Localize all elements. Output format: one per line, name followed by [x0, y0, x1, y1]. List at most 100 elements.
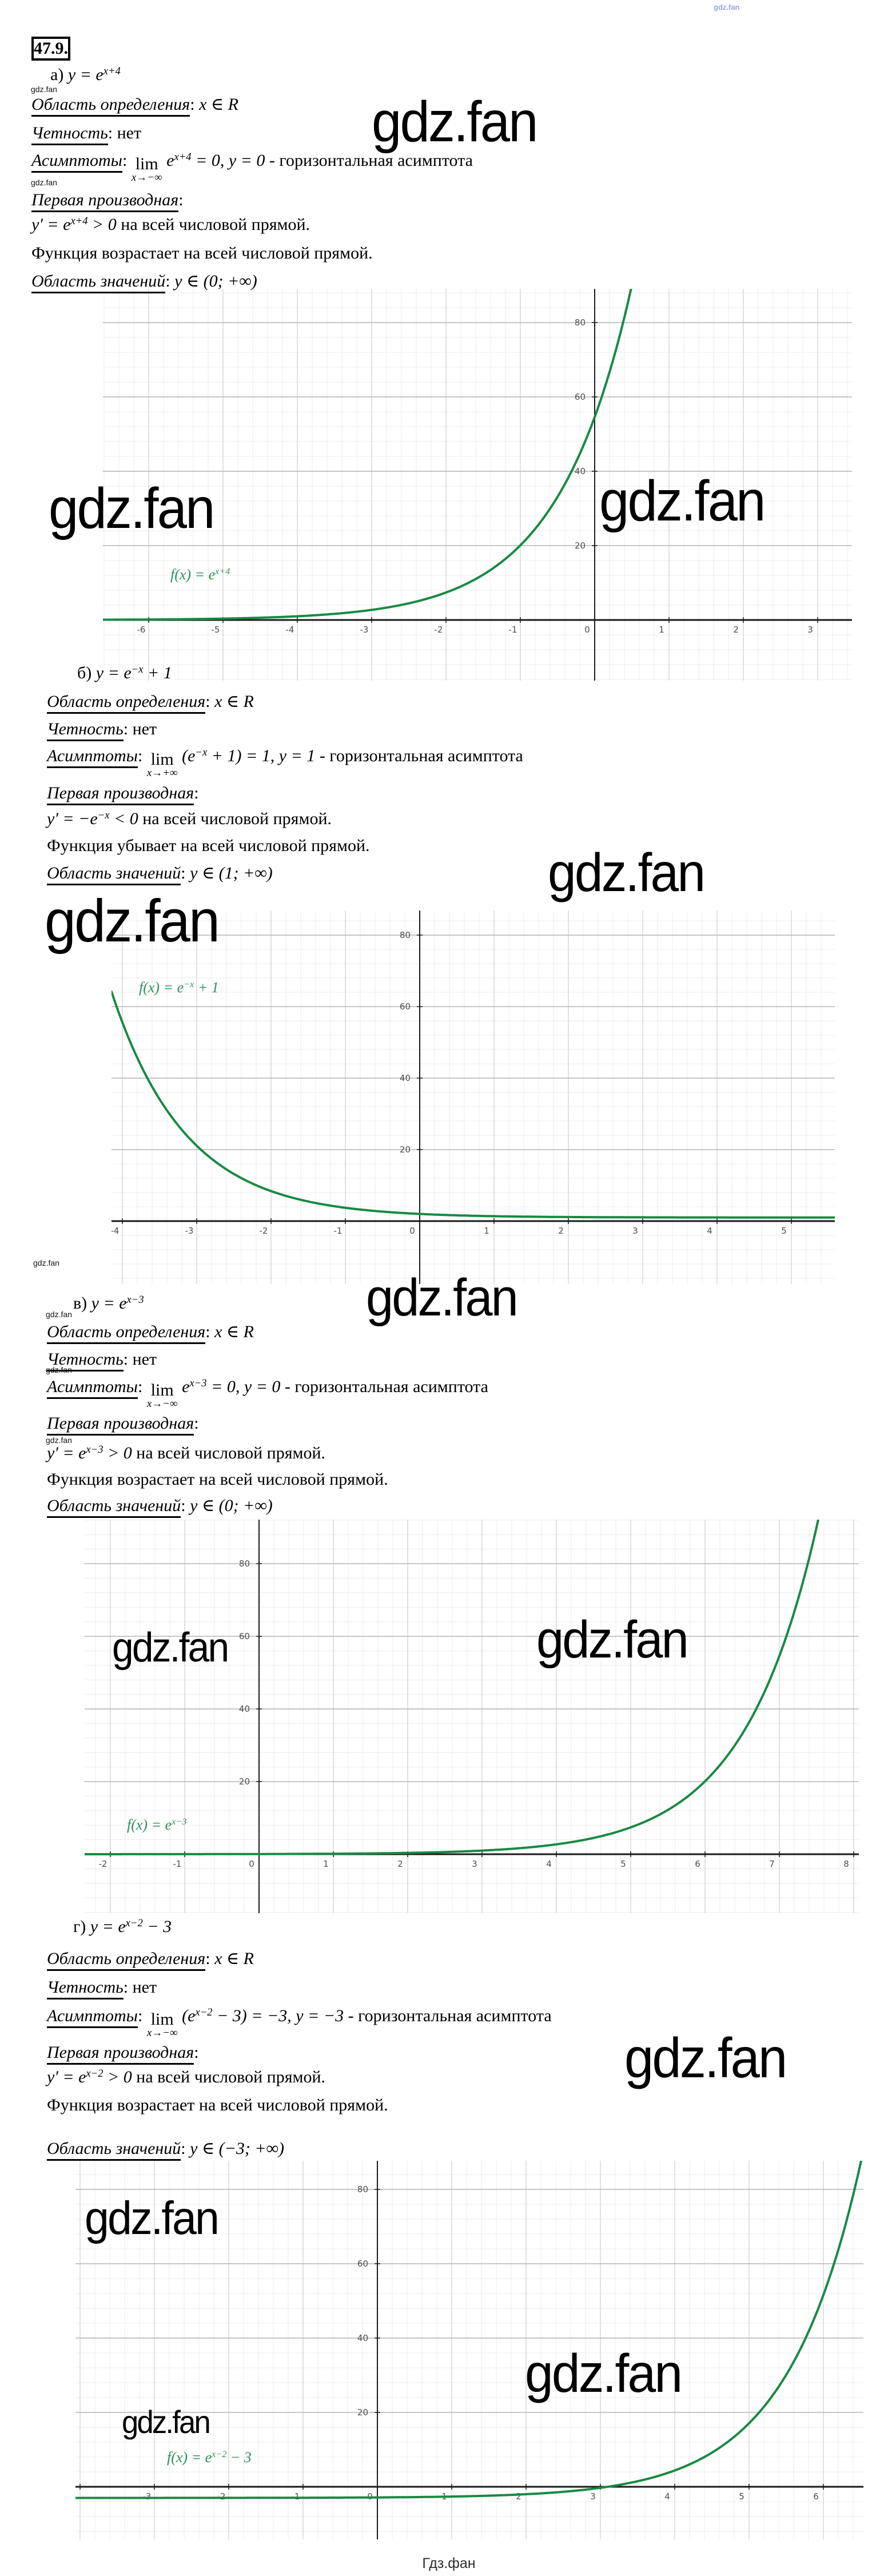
text-segment: = 0, y = 0 — [206, 1377, 281, 1396]
asymptote-v: Асимптоты: lim x→−∞ ex−3 = 0, y = 0 - гор… — [47, 1376, 488, 1409]
derivative-title-g: Первая производная: — [47, 2042, 199, 2065]
text-segment: > 0 — [103, 1444, 132, 1462]
text-segment: (e — [177, 746, 196, 765]
text-segment: Функция убывает на всей числовой прямой. — [47, 836, 370, 855]
text-segment: Область значений — [47, 864, 181, 885]
site-watermark-tiny: gdz.fan — [31, 85, 57, 94]
text-segment: −x — [97, 809, 110, 821]
text-segment: на всей числовой прямой. — [132, 1444, 326, 1462]
text-segment: Область значений — [31, 272, 166, 293]
text-segment: y′ = e — [47, 1444, 86, 1462]
text-segment: а) — [50, 65, 68, 84]
limit-notation: lim x→−∞ — [132, 156, 162, 184]
text-segment: −x — [195, 746, 208, 758]
text-segment: : — [205, 1322, 215, 1341]
monotonic-v: Функция возрастает на всей числовой прям… — [47, 1469, 388, 1490]
function-label-base: f(x) = e — [167, 2449, 212, 2466]
heading-v: в) y = ex−3 — [73, 1293, 144, 1314]
svg-text:-3: -3 — [185, 1226, 194, 1236]
derivative-title-b: Первая производная: — [47, 782, 199, 805]
svg-text:2: 2 — [733, 625, 739, 635]
text-segment: : — [194, 2043, 199, 2062]
limit-notation: lim x→−∞ — [147, 2011, 178, 2039]
text-segment: Четность — [47, 1978, 124, 1999]
domain-a: Область определения: x ∈ R — [31, 94, 238, 117]
text-segment: : — [178, 190, 184, 209]
text-segment: x+4 — [103, 65, 121, 77]
text-segment: (e — [177, 2006, 196, 2025]
graph-a-svg: -6 -5 -4 -3 -2 -1 0 1 2 3 20 40 60 80 — [103, 289, 852, 681]
text-segment: - горизонтальная асимптота — [344, 2006, 552, 2025]
range-g: Область значений: y ∈ (−3; +∞) — [47, 2138, 284, 2161]
domain-v: Область определения: x ∈ R — [47, 1321, 254, 1344]
text-segment: Область определения — [47, 692, 206, 714]
domain-b: Область определения: x ∈ R — [47, 691, 254, 714]
site-watermark-large: gdz.fan — [366, 1269, 519, 1327]
svg-text:0: 0 — [409, 1226, 415, 1236]
graph-b: -4 -3 -2 -1 0 1 2 3 4 5 20 40 60 80 — [111, 911, 835, 1284]
text-segment: Функция возрастает на всей числовой прям… — [31, 244, 373, 263]
text-segment: Область значений — [47, 2139, 181, 2161]
graph-a: -6 -5 -4 -3 -2 -1 0 1 2 3 20 40 60 80 — [103, 289, 852, 681]
text-segment: : нет — [123, 1978, 157, 1997]
heading-g: г) y = ex−2 − 3 — [73, 1916, 172, 1938]
text-segment: Функция возрастает на всей числовой прям… — [47, 2096, 388, 2114]
site-watermark-large: gdz.fan — [85, 2192, 220, 2244]
text-segment: y ∈ (1; +∞) — [190, 864, 273, 882]
text-segment: < 0 — [109, 809, 138, 828]
site-watermark-large: gdz.fan — [112, 1625, 229, 1671]
svg-text:3: 3 — [632, 1226, 638, 1236]
text-segment: Первая производная — [47, 784, 194, 805]
svg-text:20: 20 — [357, 2407, 368, 2418]
derivative-b: y′ = −e−x < 0 на всей числовой прямой. — [47, 808, 332, 830]
monotonic-a: Функция возрастает на всей числовой прям… — [31, 243, 373, 264]
svg-text:-1: -1 — [292, 2491, 300, 2502]
site-watermark-tiny: gdz.fan — [46, 1436, 72, 1445]
svg-text:-1: -1 — [173, 1859, 182, 1869]
text-segment: x+4 — [70, 214, 88, 227]
svg-text:2: 2 — [558, 1226, 564, 1236]
site-watermark-large: gdz.fan — [122, 2404, 211, 2440]
site-watermark-tiny: gdz.fan — [31, 178, 57, 187]
text-segment: Функция возрастает на всей числовой прям… — [47, 1470, 388, 1489]
text-segment: б) — [77, 663, 96, 682]
svg-text:-1: -1 — [334, 1226, 343, 1236]
svg-text:3: 3 — [807, 625, 813, 635]
text-segment: : — [137, 2006, 147, 2025]
text-segment: Асимптоты — [47, 746, 138, 768]
text-segment: y′ = e — [47, 2068, 86, 2086]
text-segment: на всей числовой прямой. — [116, 215, 310, 234]
range-a: Область значений: y ∈ (0; +∞) — [31, 271, 257, 293]
text-segment: Область значений — [47, 1496, 181, 1518]
site-watermark-large: gdz.fan — [548, 842, 706, 903]
svg-text:-5: -5 — [212, 625, 220, 635]
text-segment: Четность — [31, 124, 108, 145]
function-label-exponent: −x — [184, 980, 194, 990]
site-watermark-tiny: gdz.fan — [46, 1365, 72, 1374]
function-label-base: f(x) = e — [170, 566, 216, 583]
asymptote-g: Асимптоты: lim x→−∞ (ex−2 − 3) = −3, y = … — [47, 2005, 552, 2038]
text-segment: − 3) = −3, y = −3 — [212, 2006, 344, 2025]
text-segment: : — [122, 151, 132, 170]
svg-text:1: 1 — [484, 1226, 489, 1236]
svg-text:3: 3 — [590, 2491, 596, 2502]
svg-text:-1: -1 — [509, 625, 517, 635]
svg-text:5: 5 — [620, 1859, 626, 1869]
text-segment: : — [181, 864, 190, 882]
text-segment: : — [205, 692, 215, 711]
function-label-base: f(x) = e — [127, 1816, 172, 1833]
text-segment: > 0 — [87, 215, 117, 234]
svg-text:-4: -4 — [112, 1226, 119, 1236]
svg-text:40: 40 — [575, 466, 586, 476]
svg-text:1: 1 — [659, 625, 664, 635]
function-label-tail: + 1 — [194, 979, 219, 996]
heading-a: а) y = ex+4 — [50, 64, 121, 86]
text-segment: - горизонтальная асимптота — [280, 1377, 488, 1396]
text-segment: Асимптоты — [47, 2006, 138, 2028]
function-label-exponent: x−3 — [172, 1817, 187, 1827]
graph-v: -2 -1 0 1 2 3 4 5 6 7 8 20 40 60 80 — [85, 1520, 859, 1913]
svg-text:80: 80 — [400, 930, 411, 940]
site-watermark-large: gdz.fan — [624, 2026, 787, 2089]
